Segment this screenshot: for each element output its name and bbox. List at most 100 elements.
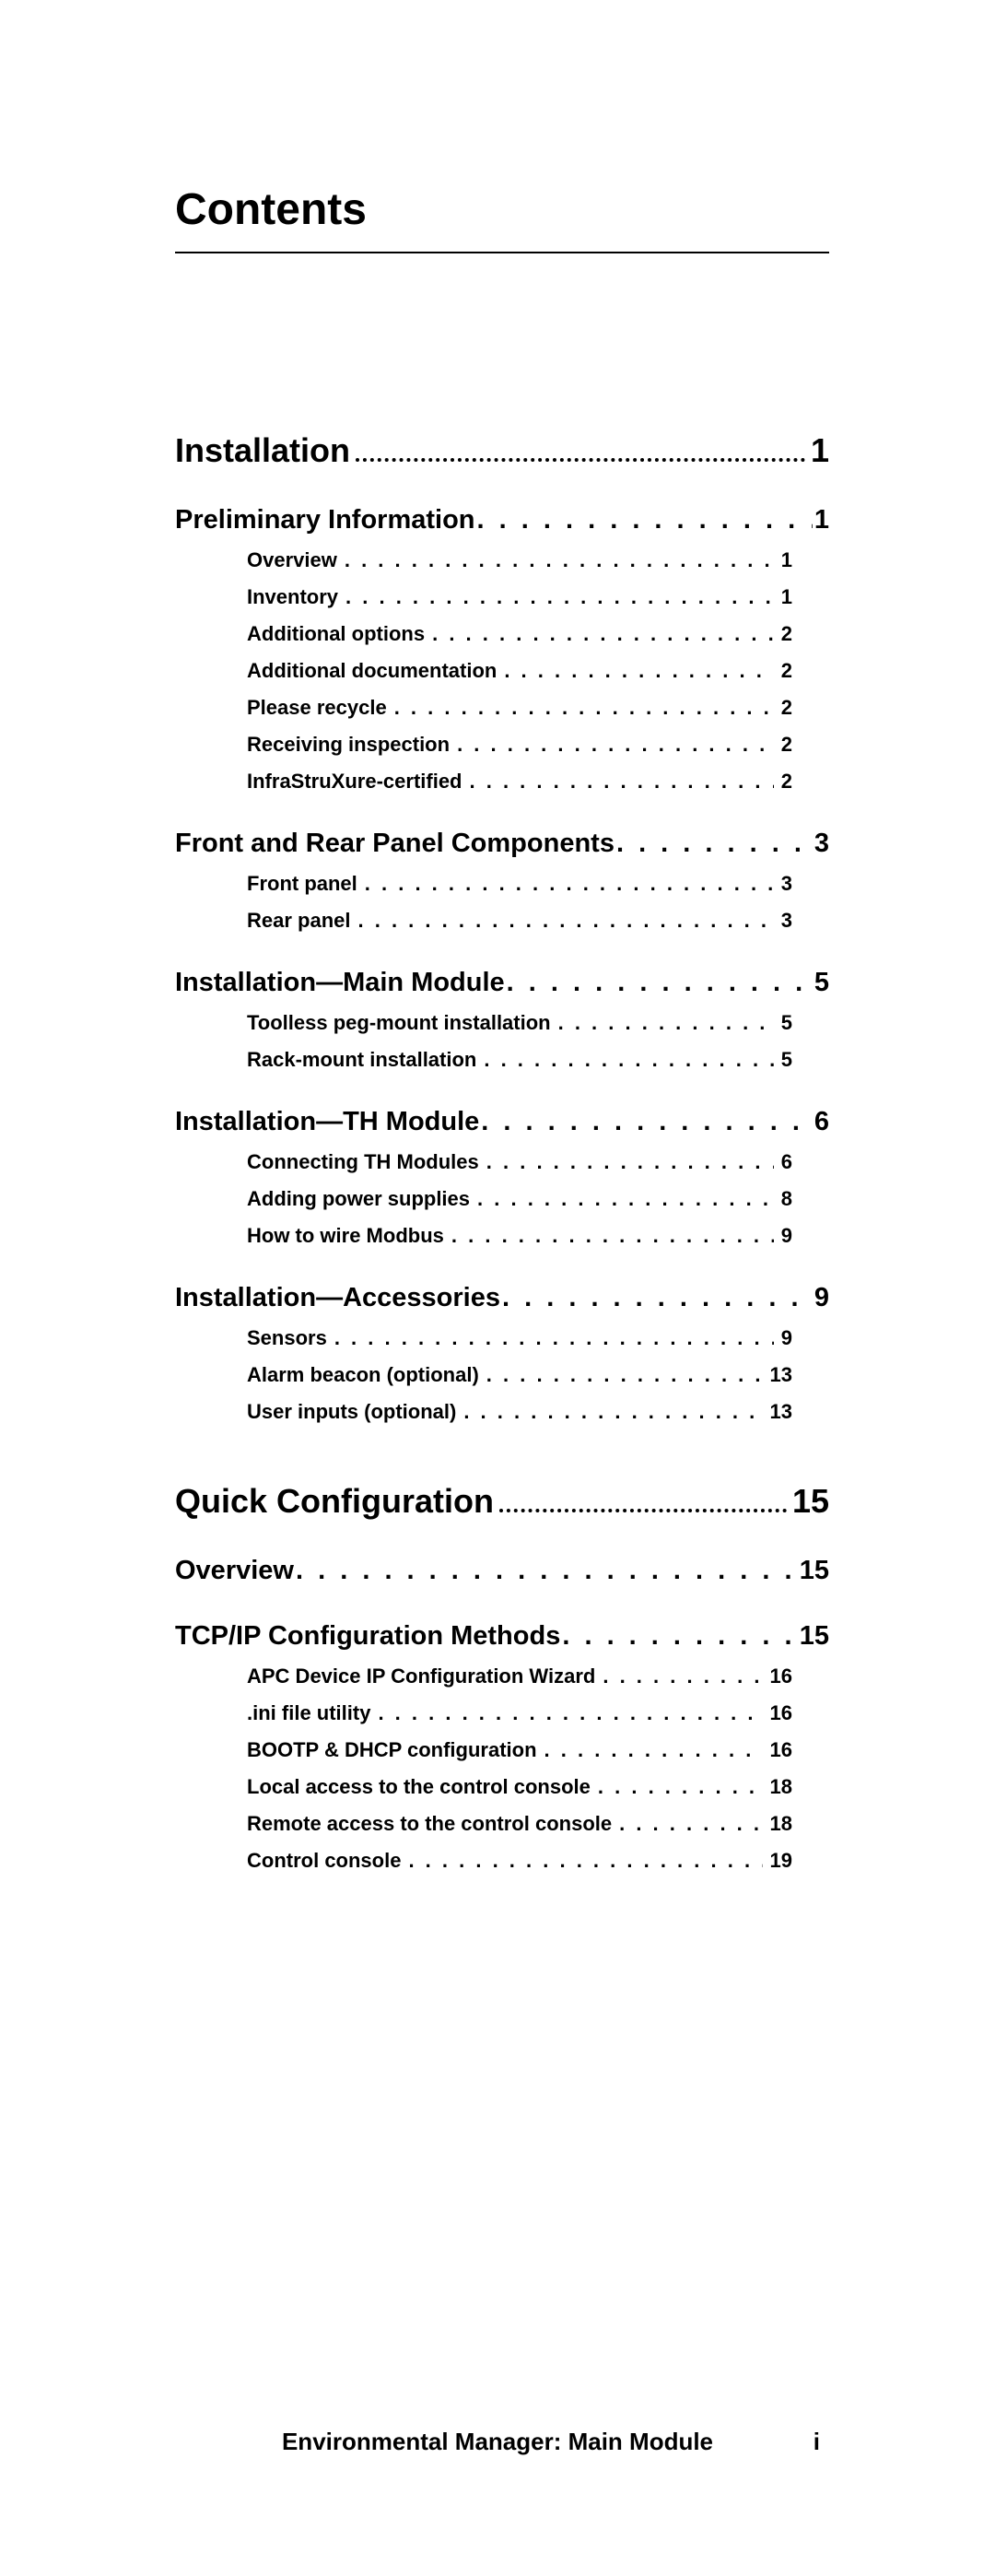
toc-item: Local access to the control console . . … (247, 1775, 792, 1799)
toc-item-page: 13 (770, 1400, 792, 1424)
toc-subsection-page: 6 (814, 1107, 829, 1137)
toc-section-page: 1 (811, 431, 829, 470)
toc-leader: . . . . . . . . . . . . . . . . . . . . … (616, 829, 813, 859)
contents-title: Contents (175, 184, 829, 253)
toc-item: Overview . . . . . . . . . . . . . . . .… (247, 548, 792, 572)
toc-subsection-label: Installation—Accessories (175, 1283, 500, 1313)
table-of-contents: Installation 1Preliminary Information . … (175, 429, 829, 1873)
toc-item-page: 5 (781, 1048, 792, 1072)
toc-item-label: InfraStruXure-certified (247, 770, 462, 794)
toc-item-label: Receiving inspection (247, 733, 450, 757)
toc-item-page: 18 (770, 1812, 792, 1836)
toc-item-page: 8 (781, 1187, 792, 1211)
toc-item-page: 16 (770, 1664, 792, 1688)
toc-subsection: Preliminary Information . . . . . . . . … (175, 505, 829, 535)
toc-item-label: Toolless peg-mount installation (247, 1011, 551, 1035)
toc-item: Front panel . . . . . . . . . . . . . . … (247, 872, 792, 896)
toc-leader: . . . . . . . . . . . . . . . . . . . . … (486, 1363, 763, 1387)
toc-item-label: Rack-mount installation (247, 1048, 476, 1072)
toc-subsection-label: Overview (175, 1556, 294, 1586)
toc-item-label: Connecting TH Modules (247, 1150, 479, 1174)
toc-item: Please recycle . . . . . . . . . . . . .… (247, 696, 792, 720)
toc-subsection: Installation—Accessories . . . . . . . .… (175, 1283, 829, 1313)
toc-item-page: 6 (781, 1150, 792, 1174)
toc-leader: . . . . . . . . . . . . . . . . . . . . … (463, 1400, 762, 1424)
toc-leader: . . . . . . . . . . . . . . . . . . . . … (451, 1224, 774, 1248)
toc-subsection-label: Installation—TH Module (175, 1107, 479, 1137)
toc-leader: . . . . . . . . . . . . . . . . . . . . … (408, 1849, 762, 1873)
toc-item-label: Alarm beacon (optional) (247, 1363, 479, 1387)
toc-item: Additional documentation . . . . . . . .… (247, 659, 792, 683)
toc-item-page: 5 (781, 1011, 792, 1035)
toc-item-page: 3 (781, 909, 792, 933)
toc-leader (356, 429, 805, 462)
toc-item-label: Sensors (247, 1326, 327, 1350)
toc-item: How to wire Modbus . . . . . . . . . . .… (247, 1224, 792, 1248)
toc-subsection-label: Preliminary Information (175, 505, 475, 535)
toc-item: .ini file utility . . . . . . . . . . . … (247, 1701, 792, 1725)
toc-item-page: 9 (781, 1224, 792, 1248)
toc-leader: . . . . . . . . . . . . . . . . . . . . … (378, 1701, 762, 1725)
toc-item-page: 3 (781, 872, 792, 896)
toc-subsection-page: 15 (800, 1621, 829, 1652)
toc-item-label: Adding power supplies (247, 1187, 470, 1211)
toc-subsection-page: 5 (814, 968, 829, 998)
toc-item-page: 16 (770, 1738, 792, 1762)
toc-item-page: 13 (770, 1363, 792, 1387)
toc-subsection: Front and Rear Panel Components . . . . … (175, 829, 829, 859)
toc-leader: . . . . . . . . . . . . . . . . . . . . … (394, 696, 774, 720)
toc-leader: . . . . . . . . . . . . . . . . . . . . … (477, 505, 813, 535)
toc-subsection-label: Installation—Main Module (175, 968, 505, 998)
toc-subsection: TCP/IP Configuration Methods . . . . . .… (175, 1621, 829, 1652)
toc-subsection-label: Front and Rear Panel Components (175, 829, 615, 859)
toc-leader: . . . . . . . . . . . . . . . . . . . . … (484, 1048, 773, 1072)
toc-leader: . . . . . . . . . . . . . . . . . . . . … (477, 1187, 774, 1211)
toc-leader: . . . . . . . . . . . . . . . . . . . . … (334, 1326, 774, 1350)
toc-item-page: 2 (781, 622, 792, 646)
toc-item-label: Control console (247, 1849, 401, 1873)
toc-section-page: 15 (792, 1482, 829, 1521)
toc-leader: . . . . . . . . . . . . . . . . . . . . … (358, 909, 774, 933)
toc-item-label: Additional documentation (247, 659, 497, 683)
toc-item-label: Rear panel (247, 909, 351, 933)
toc-item-page: 1 (781, 585, 792, 609)
footer-text: Environmental Manager: Main Module (0, 2428, 995, 2456)
toc-item: Rack-mount installation . . . . . . . . … (247, 1048, 792, 1072)
toc-subsection-page: 9 (814, 1283, 829, 1313)
toc-leader: . . . . . . . . . . . . . . . . . . . . … (457, 733, 774, 757)
toc-leader: . . . . . . . . . . . . . . . . . . . . … (562, 1621, 797, 1652)
toc-item: Rear panel . . . . . . . . . . . . . . .… (247, 909, 792, 933)
toc-item-page: 2 (781, 770, 792, 794)
toc-item-label: Inventory (247, 585, 338, 609)
toc-item-label: User inputs (optional) (247, 1400, 456, 1424)
toc-item-label: Remote access to the control console (247, 1812, 612, 1836)
toc-item-page: 18 (770, 1775, 792, 1799)
toc-item-page: 19 (770, 1849, 792, 1873)
toc-item: Additional options . . . . . . . . . . .… (247, 622, 792, 646)
toc-item-label: BOOTP & DHCP configuration (247, 1738, 537, 1762)
toc-section: Quick Configuration 15 (175, 1479, 829, 1521)
toc-subsection-page: 15 (800, 1556, 829, 1586)
toc-item-page: 2 (781, 696, 792, 720)
toc-subsection: Installation—Main Module . . . . . . . .… (175, 968, 829, 998)
toc-item-label: Local access to the control console (247, 1775, 591, 1799)
toc-item-label: .ini file utility (247, 1701, 370, 1725)
toc-subsection-page: 3 (814, 829, 829, 859)
toc-leader (499, 1479, 787, 1512)
toc-item-page: 9 (781, 1326, 792, 1350)
toc-leader: . . . . . . . . . . . . . . . . . . . . … (603, 1664, 762, 1688)
toc-leader: . . . . . . . . . . . . . . . . . . . . … (470, 770, 774, 794)
toc-leader: . . . . . . . . . . . . . . . . . . . . … (502, 1283, 813, 1313)
toc-item: Control console . . . . . . . . . . . . … (247, 1849, 792, 1873)
toc-leader: . . . . . . . . . . . . . . . . . . . . … (558, 1011, 774, 1035)
toc-item-label: How to wire Modbus (247, 1224, 444, 1248)
toc-item-label: Additional options (247, 622, 425, 646)
toc-item: Receiving inspection . . . . . . . . . .… (247, 733, 792, 757)
toc-item: Alarm beacon (optional) . . . . . . . . … (247, 1363, 792, 1387)
toc-subsection-label: TCP/IP Configuration Methods (175, 1621, 560, 1652)
toc-item: User inputs (optional) . . . . . . . . .… (247, 1400, 792, 1424)
toc-item-label: Front panel (247, 872, 357, 896)
toc-item: APC Device IP Configuration Wizard . . .… (247, 1664, 792, 1688)
toc-leader: . . . . . . . . . . . . . . . . . . . . … (432, 622, 774, 646)
toc-subsection-page: 1 (814, 505, 829, 535)
